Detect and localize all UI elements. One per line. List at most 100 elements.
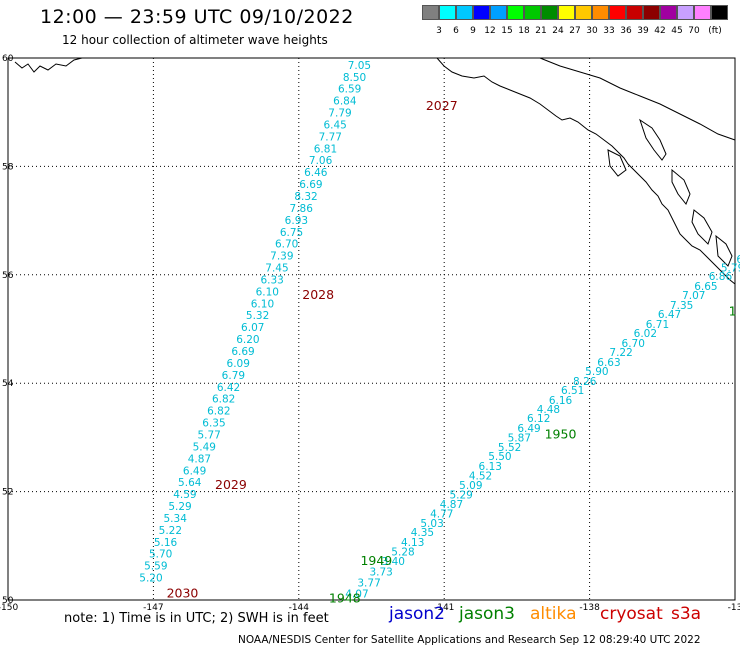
swh-value: 5.09: [459, 480, 482, 492]
swh-value: 5.90: [585, 366, 608, 378]
swh-value: 5.87: [508, 433, 531, 445]
satellite-legend-altika: altika: [530, 604, 577, 624]
swh-value: 6.70: [275, 239, 298, 251]
swh-value: 6.02: [634, 328, 657, 340]
swh-value: 6.65: [694, 281, 717, 293]
swh-value: 6.69: [231, 346, 254, 358]
legend-swatch: [711, 5, 728, 20]
swh-value: 3.77: [357, 577, 380, 589]
swh-value: 5.52: [498, 442, 521, 454]
legend-swatch: [524, 5, 541, 20]
swh-value: 5.29: [168, 501, 191, 513]
swh-value: 6.3: [736, 254, 740, 266]
swh-value: 6.35: [202, 418, 225, 430]
legend-label: 12: [484, 26, 496, 36]
swh-value: 5.59: [144, 561, 167, 573]
legend-swatch: [643, 5, 660, 20]
swh-value: 4.35: [411, 527, 434, 539]
lat-tick-label: 52: [2, 488, 13, 498]
swh-value: 6.75: [280, 227, 303, 239]
lon-tick-label: -138: [579, 603, 600, 613]
swh-value: 6.70: [622, 338, 645, 350]
swh-value: 7.05: [348, 60, 371, 72]
lon-tick-label: -150: [0, 603, 18, 613]
swh-value: 6.59: [338, 84, 361, 96]
swh-value: 7.77: [319, 131, 342, 143]
legend-label: 39: [637, 26, 649, 36]
swh-value: 5.50: [488, 451, 511, 463]
coastline: [539, 57, 736, 141]
legend-label: 6: [453, 26, 459, 36]
swh-value: 5.77: [197, 429, 220, 441]
track-time-label: 2030: [167, 585, 199, 600]
swh-value: 7.79: [328, 108, 351, 120]
swh-value: 5.34: [164, 513, 188, 525]
swh-value: 6.10: [251, 298, 274, 310]
legend-swatch: [575, 5, 592, 20]
legend-swatch: [473, 5, 490, 20]
swh-value: 3.73: [369, 567, 392, 579]
swh-value: 4.87: [188, 453, 211, 465]
track-time-label: 2029: [215, 477, 247, 492]
swh-value: 6.07: [241, 322, 264, 334]
lat-tick-label: 56: [2, 271, 14, 281]
island-outline: [671, 168, 691, 205]
island-outline: [607, 149, 627, 177]
page-subtitle: 12 hour collection of altimeter wave hei…: [62, 33, 328, 47]
coastline: [14, 57, 83, 73]
lon-tick-label: -141: [434, 603, 454, 613]
swh-value: 6.79: [222, 370, 245, 382]
swh-value: 5.03: [420, 518, 443, 530]
swh-value: 6.47: [658, 309, 681, 321]
satellite-legend-s3a: s3a: [671, 604, 702, 624]
legend-label: 30: [586, 26, 598, 36]
legend-swatch: [609, 5, 626, 20]
legend-swatch: [541, 5, 558, 20]
swh-value: 7.35: [670, 300, 693, 312]
satellite-legend-jason3: jason3: [459, 604, 515, 624]
swh-value: 6.84: [333, 96, 357, 108]
page-title: 12:00 — 23:59 UTC 09/10/2022: [40, 6, 354, 28]
legend-label: 27: [569, 26, 581, 36]
swh-value: 4.59: [173, 489, 196, 501]
swh-value: 6.13: [479, 461, 502, 473]
swh-value: 4.48: [537, 404, 560, 416]
swh-value: 5.49: [193, 441, 216, 453]
swh-value: 6.81: [314, 143, 337, 155]
lat-tick-label: 50: [2, 596, 14, 606]
swh-value: 8.32: [294, 191, 317, 203]
swh-value: 4.77: [430, 509, 453, 521]
legend-label: 36: [620, 26, 632, 36]
swh-value: 6.86: [709, 271, 733, 283]
legend-swatch: [694, 5, 711, 20]
legend-swatch: [558, 5, 575, 20]
swh-value: 4.52: [469, 471, 492, 483]
legend-label: 70: [688, 26, 700, 36]
legend-label: 21: [535, 26, 547, 36]
lat-tick-label: 60: [2, 54, 14, 64]
swh-value: 5.16: [154, 537, 178, 549]
swh-value: 6.49: [517, 423, 540, 435]
lon-tick-label: -144: [289, 603, 310, 613]
lat-tick-label: 54: [2, 379, 14, 389]
legend-label: (ft): [708, 26, 722, 36]
legend-swatch: [490, 5, 507, 20]
track-time-label: 2028: [302, 287, 334, 302]
legend-swatch: [626, 5, 643, 20]
swh-value: 6.42: [217, 382, 240, 394]
swh-value: 6.45: [323, 119, 346, 131]
legend-label: 9: [470, 26, 476, 36]
swh-value: 6.10: [256, 286, 279, 298]
swh-value: 6.20: [236, 334, 259, 346]
swh-value: 7.45: [265, 263, 288, 275]
swh-value: 6.16: [549, 395, 573, 407]
legend-swatch: [456, 5, 473, 20]
legend-label: 24: [552, 26, 564, 36]
legend-swatch: [439, 5, 456, 20]
track-time-label: 1948: [329, 591, 361, 606]
island-outline: [715, 234, 733, 267]
lon-tick-label: -147: [143, 603, 163, 613]
swh-value: 6.33: [260, 274, 283, 286]
legend-swatch: [592, 5, 609, 20]
legend-label: 45: [671, 26, 683, 36]
